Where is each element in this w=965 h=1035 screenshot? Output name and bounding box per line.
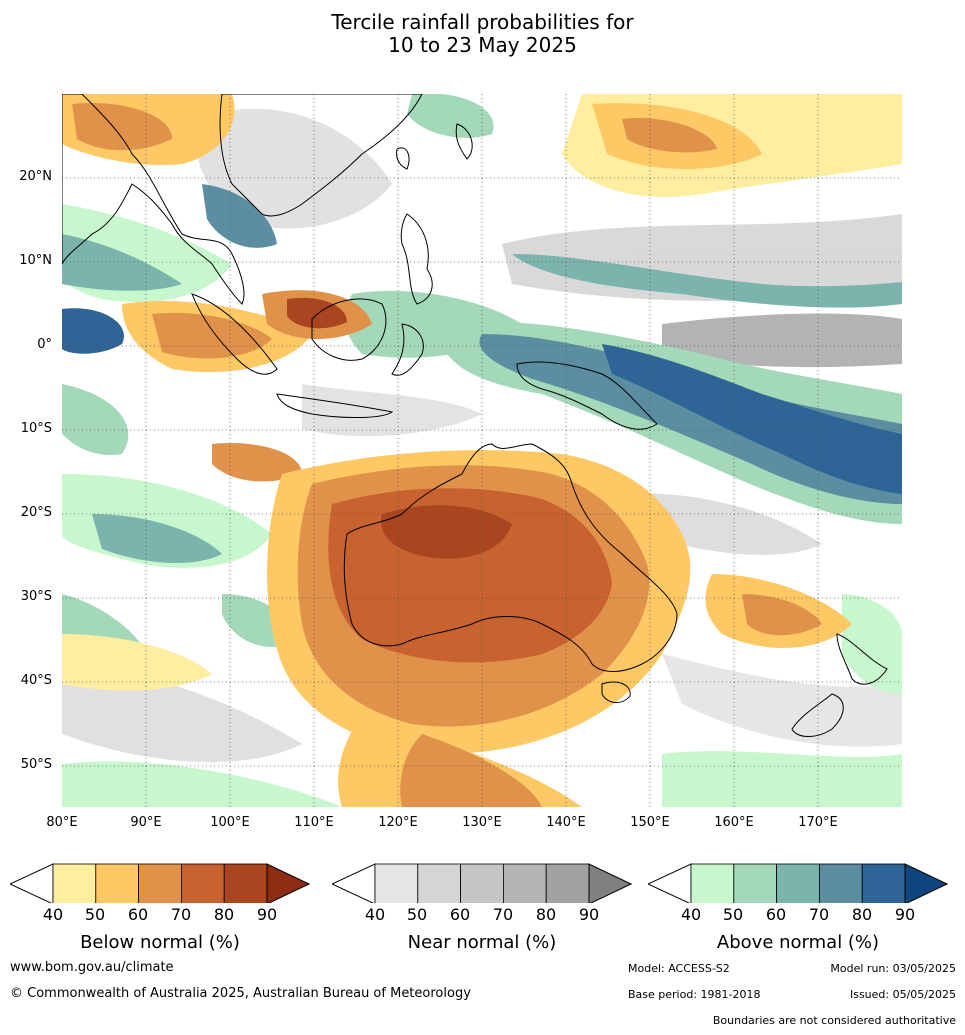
- near-normal-colorbar: [332, 863, 632, 903]
- near-tick: 70: [492, 905, 514, 924]
- lon-label: 120°E: [378, 815, 418, 830]
- above-colorbar-bin: [861, 863, 906, 903]
- near-lower-extension: [332, 863, 376, 903]
- above-lower-extension: [648, 863, 692, 903]
- coastlines: [62, 94, 888, 737]
- near-normal-title: Near normal (%): [407, 932, 557, 953]
- lon-label: 110°E: [294, 815, 334, 830]
- above-colorbar-bin: [776, 863, 820, 903]
- base-period: Base period: 1981-2018: [628, 988, 761, 1001]
- below-tick: 70: [170, 905, 192, 924]
- issued-date: Issued: 05/05/2025: [849, 988, 956, 1001]
- lat-label: 10°N: [19, 253, 52, 268]
- above-tick: 60: [765, 905, 787, 924]
- near-tick: 50: [406, 905, 428, 924]
- lat-label: 20°S: [20, 505, 52, 520]
- above-tick: 90: [894, 905, 916, 924]
- near-colorbar-bin: [545, 863, 590, 903]
- near-colorbar-bin: [502, 863, 547, 903]
- lat-label: 50°S: [20, 757, 52, 772]
- above-normal-title: Above normal (%): [716, 932, 880, 953]
- below-colorbar-bin: [223, 863, 268, 903]
- boundaries-note: Boundaries are not considered authoritat…: [712, 1014, 956, 1027]
- model-name: Model: ACCESS-S2: [628, 962, 730, 975]
- near-tick: 90: [578, 905, 600, 924]
- lat-label: 30°S: [20, 589, 52, 604]
- map-title-line-2: 10 to 23 May 2025: [388, 33, 577, 57]
- above-colorbar-bin: [690, 863, 735, 903]
- lat-label: 0°: [37, 337, 52, 352]
- above-upper-extension: [904, 863, 948, 903]
- below-tick: 90: [256, 905, 278, 924]
- lon-label: 150°E: [630, 815, 670, 830]
- below-colorbar-bin: [180, 863, 225, 903]
- copyright-text: © Commonwealth of Australia 2025, Austra…: [10, 986, 471, 1001]
- below-tick: 80: [213, 905, 235, 924]
- near-colorbar-bin: [460, 863, 504, 903]
- lat-label: 10°S: [20, 421, 52, 436]
- below-upper-extension: [266, 863, 310, 903]
- above-tick: 50: [722, 905, 744, 924]
- above-colorbar-bin: [818, 863, 863, 903]
- above-normal-colorbar: [648, 863, 948, 903]
- below-colorbar-bin: [95, 863, 140, 903]
- below-tick: 40: [42, 905, 64, 924]
- below-normal-colorbar-graphic: [10, 863, 310, 903]
- rainfall-map: [61, 93, 903, 808]
- above-normal-colorbar-graphic: [648, 863, 948, 903]
- lat-label: 40°S: [20, 673, 52, 688]
- above-tick: 80: [851, 905, 873, 924]
- near-upper-extension: [588, 863, 632, 903]
- above-tick: 40: [680, 905, 702, 924]
- near-colorbar-bin: [417, 863, 462, 903]
- lat-label: 20°N: [19, 169, 52, 184]
- lon-label: 100°E: [210, 815, 250, 830]
- map-canvas: [62, 94, 902, 807]
- lon-label: 170°E: [798, 815, 838, 830]
- below-tick: 60: [127, 905, 149, 924]
- above-colorbar-bin: [733, 863, 778, 903]
- near-tick: 80: [535, 905, 557, 924]
- map-title-line-1: Tercile rainfall probabilities for: [331, 10, 634, 34]
- below-normal-title: Below normal (%): [80, 932, 240, 953]
- lon-label: 160°E: [714, 815, 754, 830]
- lon-label: 130°E: [462, 815, 502, 830]
- near-tick: 60: [449, 905, 471, 924]
- near-normal-colorbar-graphic: [332, 863, 632, 903]
- below-colorbar-bin: [52, 863, 97, 903]
- above-tick: 70: [808, 905, 830, 924]
- near-colorbar-bin: [374, 863, 419, 903]
- lon-label: 90°E: [130, 815, 162, 830]
- below-lower-extension: [10, 863, 54, 903]
- below-tick: 50: [84, 905, 106, 924]
- lon-label: 140°E: [546, 815, 586, 830]
- lon-label: 80°E: [46, 815, 78, 830]
- below-normal-colorbar: [10, 863, 310, 903]
- model-run-date: Model run: 03/05/2025: [830, 962, 956, 975]
- near-tick: 40: [364, 905, 386, 924]
- website-link[interactable]: www.bom.gov.au/climate: [10, 960, 174, 975]
- below-colorbar-bin: [138, 863, 182, 903]
